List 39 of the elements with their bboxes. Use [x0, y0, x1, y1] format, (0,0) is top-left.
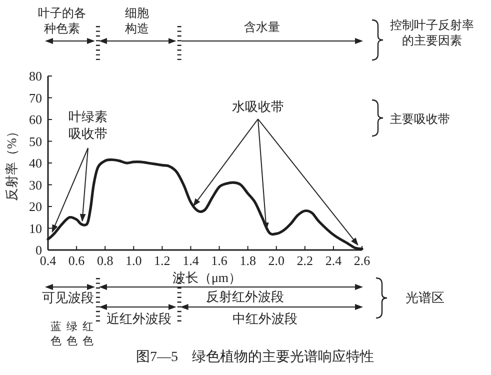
- text: 可见波段: [42, 290, 94, 305]
- y-tick-label: 40: [29, 156, 42, 170]
- text: 光谱区: [406, 290, 444, 305]
- x-tick-label: 1.6: [211, 253, 228, 268]
- x-tick-label: 2.0: [268, 253, 284, 268]
- annotation: 水吸收带: [232, 99, 284, 114]
- annotation: 叶绿素吸收带: [68, 109, 108, 141]
- text: 细胞构造: [124, 6, 149, 36]
- y-tick-label: 60: [29, 112, 42, 127]
- x-tick-label: 2.2: [296, 253, 314, 268]
- x-tick-label: 1.2: [154, 253, 170, 268]
- text: 红色: [82, 321, 94, 348]
- y-tick-label: 50: [29, 134, 42, 149]
- x-tick-label: 2.4: [325, 253, 342, 268]
- x-tick-label: 1.8: [240, 253, 256, 268]
- text: 控制叶子反射率的主要因素: [390, 18, 474, 48]
- x-tick-label: 0.6: [68, 253, 86, 268]
- y-tick-label: 80: [29, 68, 42, 84]
- text: 绿色: [66, 321, 78, 348]
- text: 蓝色: [50, 320, 62, 348]
- y-tick-label: 30: [29, 177, 42, 192]
- y-tick-label: 70: [29, 90, 42, 106]
- x-tick-label: 2.6: [354, 253, 371, 268]
- text: 近红外波段: [106, 311, 172, 326]
- text: 含水量: [244, 20, 280, 34]
- y-tick-label: 20: [29, 199, 42, 214]
- y-tick-label: 0: [36, 242, 42, 258]
- text: 中红外波段: [232, 311, 298, 326]
- text: 叶子的各种色素: [38, 6, 86, 36]
- x-tick-label: 0.4: [40, 253, 57, 268]
- x-axis-title: 波长（μm）: [172, 270, 242, 285]
- text: 图7—5 绿色植物的主要光谱响应特性: [136, 349, 374, 365]
- y-tick-label: 10: [29, 220, 42, 236]
- y-axis-title: 反射率（%）: [4, 125, 19, 201]
- text: 反射红外波段: [206, 289, 284, 304]
- x-tick-label: 0.8: [96, 253, 114, 268]
- x-tick-label: 1.0: [126, 253, 142, 268]
- text: 主要吸收带: [390, 112, 450, 126]
- x-tick-label: 1.4: [182, 253, 200, 268]
